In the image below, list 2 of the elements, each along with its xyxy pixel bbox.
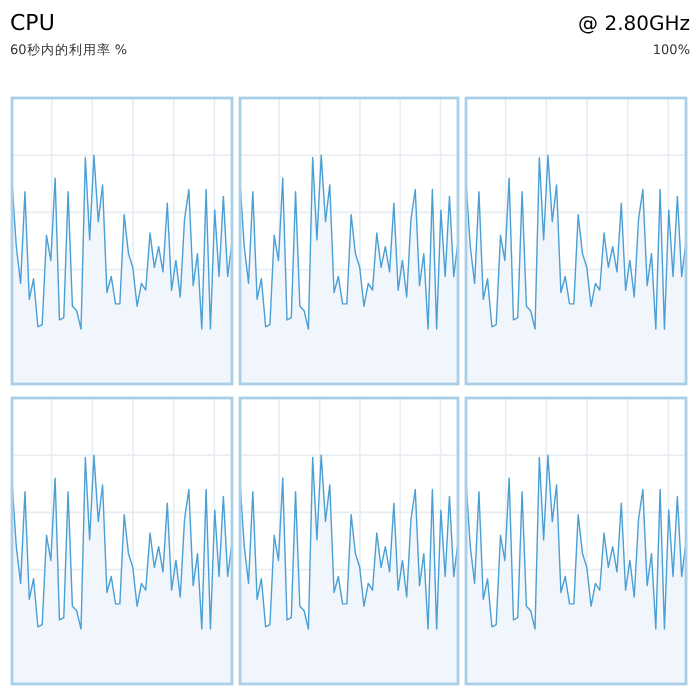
chart-title: CPU xyxy=(10,10,55,36)
text: @ 2.80GHz xyxy=(578,14,690,36)
